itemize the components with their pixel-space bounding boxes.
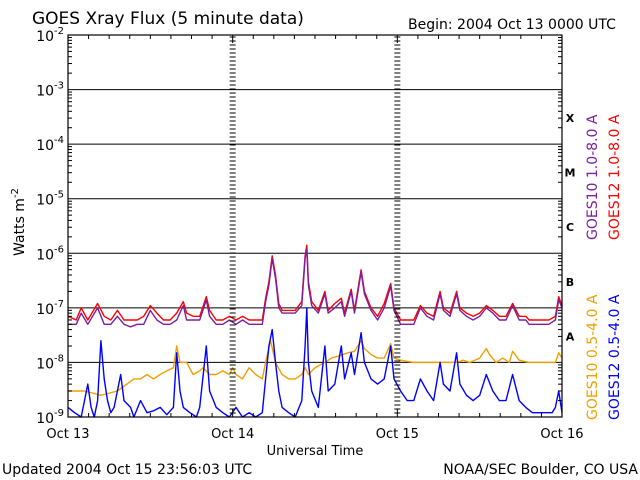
updated-timestamp: Updated 2004 Oct 15 23:56:03 UTC [2,462,252,478]
series-line-goes10-1-0-8-0-a [68,248,563,328]
y-tick-exponent: -2 [54,26,64,37]
y-tick-exponent: -8 [54,353,64,364]
y-tick-base: 10 [36,29,54,45]
y-tick-exponent: -7 [54,299,64,310]
legend-entry: GOES12 0.5-4.0 A [607,294,623,420]
flare-class-labels: X M C B A [565,112,576,343]
y-tick-labels: 10-210-310-410-510-610-710-810-9 [36,26,64,427]
y-tick-exponent: -4 [54,135,64,146]
y-tick-base: 10 [36,84,54,100]
plot-frame [67,34,563,418]
legend-entry: GOES12 1.0-8.0 A [607,114,623,240]
y-tick-label: 10-2 [36,26,64,45]
credit-label: NOAA/SEC Boulder, CO USA [443,462,638,478]
x-tick-label: Oct 14 [211,427,254,442]
flare-class-label: C [566,221,574,234]
legend-long-channel: GOES10 1.0-8.0 A GOES12 1.0-8.0 A [585,114,623,240]
x-tick-label: Oct 13 [46,427,89,442]
x-tick-label: Oct 15 [376,427,419,442]
y-tick-exponent: -9 [54,408,64,419]
x-axis-label: Universal Time [267,444,364,459]
y-tick-base: 10 [36,356,54,372]
y-tick-label: 10-6 [36,244,64,263]
data-series-group [67,244,563,418]
y-tick-base: 10 [36,411,54,427]
flare-class-label: A [566,330,575,343]
y-tick-label: 10-5 [36,190,64,209]
y-tick-label: 10-7 [36,299,64,318]
y-axis-label-exponent: -2 [10,188,21,198]
y-tick-exponent: -5 [54,190,64,201]
grid-lines [68,34,562,418]
legend-entry: GOES10 0.5-4.0 A [585,294,601,420]
y-tick-base: 10 [36,247,54,263]
y-tick-base: 10 [36,302,54,318]
axes [67,34,563,418]
y-tick-label: 10-3 [36,81,64,100]
series-line-goes10-0-5-4-0-a [68,340,563,396]
flare-class-label: M [565,167,576,180]
x-tick-labels: Oct 13 Oct 14 Oct 15 Oct 16 [46,427,583,442]
y-tick-label: 10-8 [36,353,64,372]
y-tick-label: 10-4 [36,135,64,154]
y-tick-label: 10-9 [36,408,64,427]
chart-title: GOES Xray Flux (5 minute data) [32,9,304,29]
flare-class-label: B [566,276,574,289]
legend-entry: GOES10 1.0-8.0 A [585,114,601,240]
flare-class-label: X [566,112,575,125]
y-axis-label-text: Watts m [12,198,28,256]
svg-text:Watts m-2: Watts m-2 [10,188,28,256]
begin-label: Begin: 2004 Oct 13 0000 UTC [408,17,616,33]
y-tick-exponent: -3 [54,81,64,92]
series-line-goes12-0-5-4-0-a [67,307,563,418]
x-tick-label: Oct 16 [540,427,583,442]
y-axis-label: Watts m-2 [10,188,28,256]
y-tick-base: 10 [36,193,54,209]
y-tick-exponent: -6 [54,244,64,255]
legend-short-channel: GOES10 0.5-4.0 A GOES12 0.5-4.0 A [585,294,623,420]
y-tick-base: 10 [36,138,54,154]
